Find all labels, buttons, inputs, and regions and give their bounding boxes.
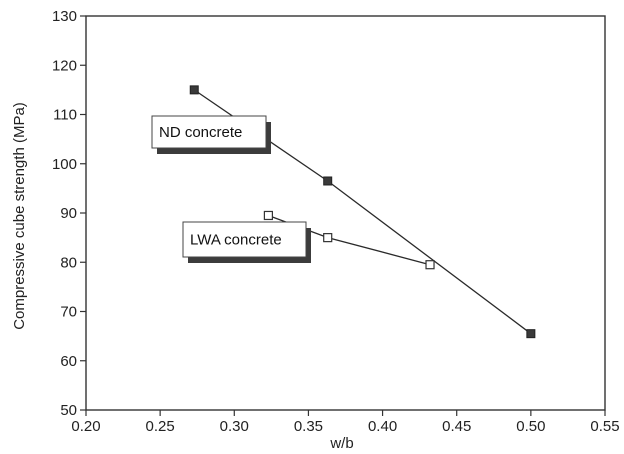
y-tick-label: 50 [60, 402, 77, 419]
x-tick-label: 0.25 [146, 418, 175, 435]
x-axis-title: w/b [329, 435, 353, 452]
x-tick-label: 0.35 [294, 418, 323, 435]
annotation-label: LWA concrete [190, 232, 282, 249]
annotation-box [182, 221, 307, 258]
y-tick-label: 90 [60, 205, 77, 222]
x-tick-label: 0.45 [442, 418, 471, 435]
x-tick-label: 0.40 [368, 418, 397, 435]
plot-frame [85, 15, 606, 411]
x-tick-label: 0.30 [220, 418, 249, 435]
y-tick-label: 100 [52, 156, 77, 173]
annotation-box [151, 115, 267, 149]
annotation-label: ND concrete [159, 124, 242, 141]
data-point [526, 329, 536, 339]
y-axis-title: Compressive cube strength (MPa) [11, 102, 28, 330]
y-tick-label: 130 [52, 8, 77, 25]
y-tick-label: 110 [53, 107, 77, 124]
y-tick-label: 70 [60, 304, 77, 321]
x-tick-label: 0.55 [590, 418, 619, 435]
x-tick-label: 0.50 [516, 418, 545, 435]
data-point [425, 260, 435, 270]
data-point [189, 85, 199, 95]
data-point [323, 233, 333, 243]
data-point [323, 176, 333, 186]
x-tick-label: 0.20 [71, 418, 100, 435]
data-point [263, 210, 273, 221]
y-tick-label: 120 [52, 57, 77, 74]
y-tick-label: 60 [60, 353, 77, 370]
y-tick-label: 80 [60, 254, 77, 271]
